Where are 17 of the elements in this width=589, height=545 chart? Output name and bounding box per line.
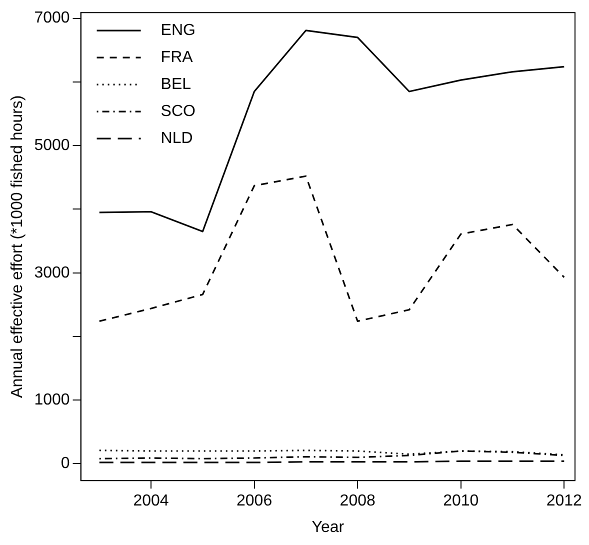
y-tick-label: 7000 xyxy=(34,10,70,27)
y-tick-label: 3000 xyxy=(34,264,70,282)
y-tick-label: 1000 xyxy=(34,392,70,409)
legend-label: SCO xyxy=(160,103,196,120)
y-axis-title: Annual effective effort (*1000 fished hours) xyxy=(9,95,26,398)
x-tick-label: 2004 xyxy=(133,492,169,510)
x-tick-label: 2010 xyxy=(443,492,479,510)
x-axis-title: Year xyxy=(312,518,345,536)
y-tick-label: 5000 xyxy=(34,136,70,154)
x-tick-label: 2008 xyxy=(340,492,376,510)
legend-label: NLD xyxy=(160,130,193,148)
x-tick-label: 2006 xyxy=(236,492,272,510)
legend-label: BEL xyxy=(160,76,192,94)
legend-label: FRA xyxy=(160,49,194,66)
y-tick-label: 0 xyxy=(60,455,70,472)
x-tick-label: 2012 xyxy=(546,492,582,510)
legend-label: ENG xyxy=(160,22,196,40)
